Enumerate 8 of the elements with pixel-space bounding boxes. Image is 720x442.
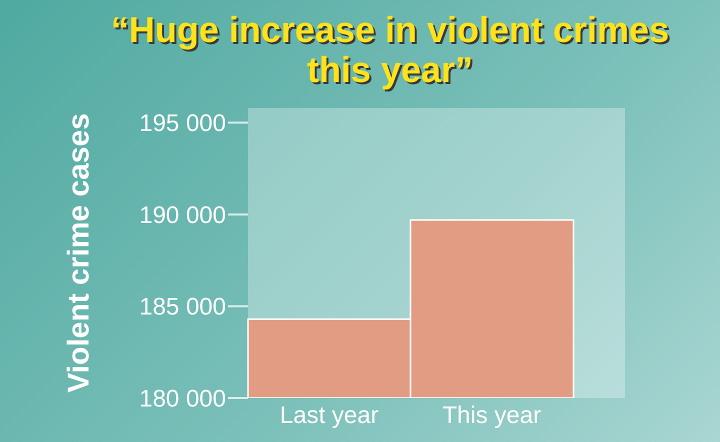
x-tick-label: Last year bbox=[280, 402, 379, 430]
y-tick-label: 195 000 bbox=[139, 110, 226, 138]
y-tick-label: 180 000 bbox=[139, 386, 226, 413]
y-tick-label: 185 000 bbox=[139, 294, 226, 321]
x-tick-label: This year bbox=[442, 402, 542, 430]
y-tick-label: 190 000 bbox=[139, 202, 226, 229]
y-axis-title: Violent crime cases bbox=[62, 113, 96, 393]
chart-title: “Huge increase in violent crimes this year” bbox=[110, 9, 670, 90]
